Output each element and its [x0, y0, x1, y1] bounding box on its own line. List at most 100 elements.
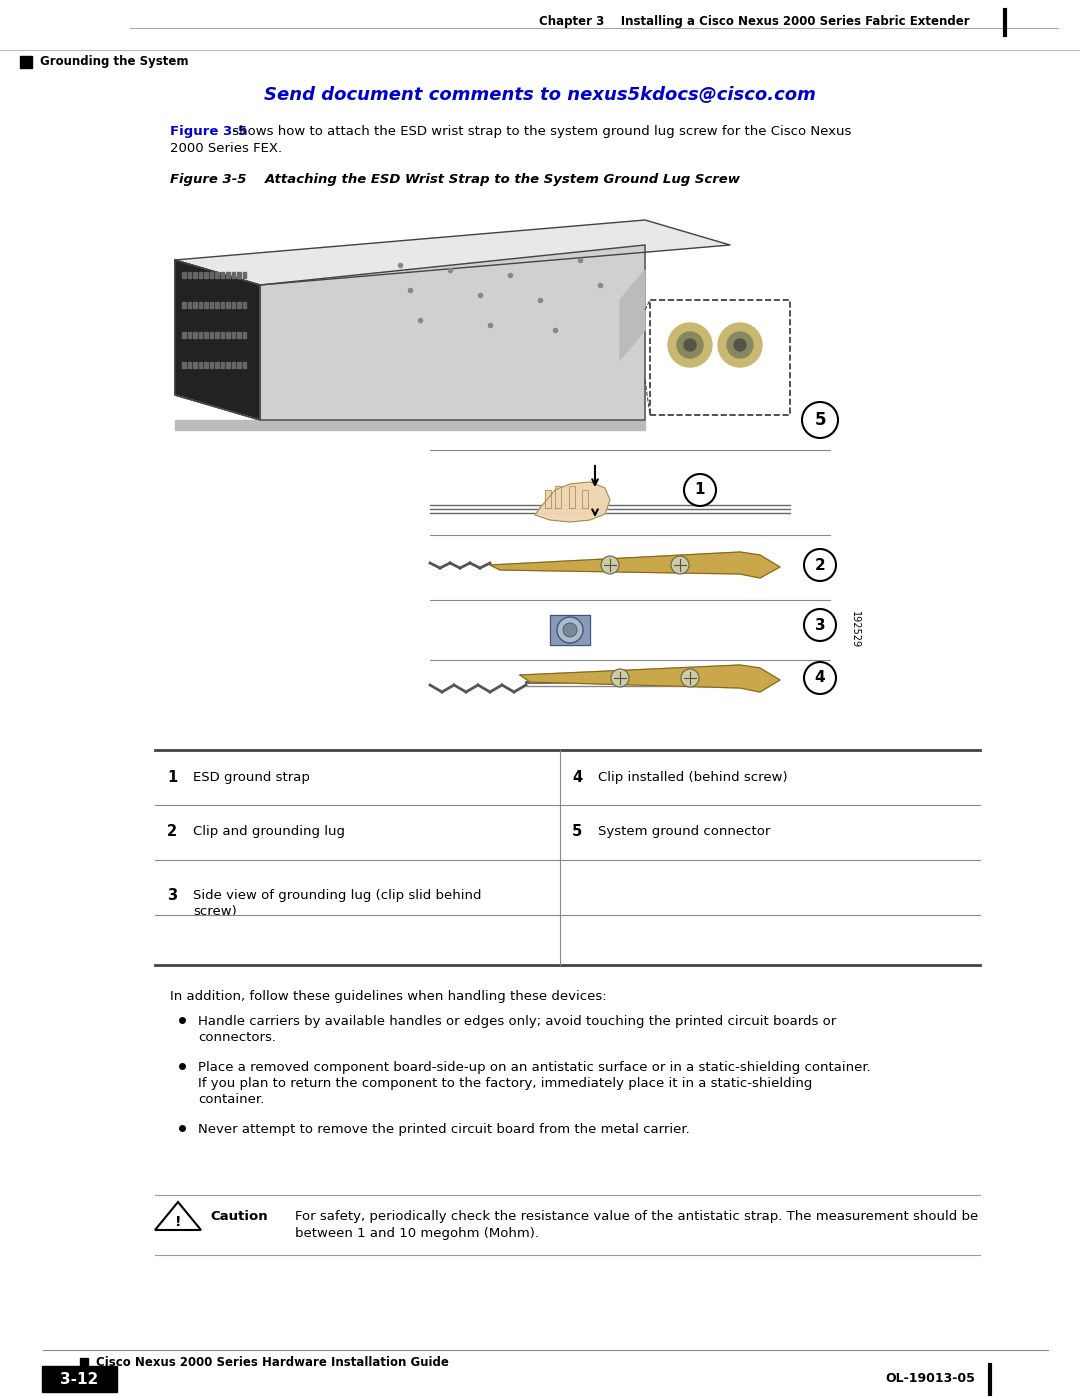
- Bar: [650, 300, 789, 415]
- Text: If you plan to return the component to the factory, immediately place it in a st: If you plan to return the component to t…: [198, 1077, 812, 1090]
- Circle shape: [804, 549, 836, 581]
- Bar: [199, 272, 202, 278]
- Text: 2000 Series FEX.: 2000 Series FEX.: [170, 141, 282, 155]
- Text: 1: 1: [167, 770, 177, 785]
- Circle shape: [681, 669, 699, 687]
- Text: Cisco Nexus 2000 Series Hardware Installation Guide: Cisco Nexus 2000 Series Hardware Install…: [96, 1355, 449, 1369]
- Circle shape: [684, 474, 716, 506]
- Bar: [243, 302, 246, 307]
- Bar: [210, 272, 213, 278]
- Text: 192529: 192529: [850, 612, 860, 648]
- Polygon shape: [545, 490, 551, 509]
- Circle shape: [611, 669, 629, 687]
- Bar: [193, 302, 197, 307]
- Bar: [188, 362, 191, 367]
- Text: 2: 2: [814, 557, 825, 573]
- Text: Place a removed component board-side-up on an antistatic surface or in a static-: Place a removed component board-side-up …: [198, 1060, 870, 1074]
- Bar: [199, 302, 202, 307]
- Text: 4: 4: [572, 770, 582, 785]
- Bar: [215, 272, 218, 278]
- Circle shape: [802, 402, 838, 439]
- Circle shape: [804, 662, 836, 694]
- Bar: [204, 332, 207, 338]
- Text: 3-12: 3-12: [59, 1372, 98, 1386]
- Circle shape: [718, 323, 762, 367]
- Bar: [193, 272, 197, 278]
- Bar: [183, 302, 186, 307]
- Text: ESD ground strap: ESD ground strap: [193, 771, 310, 784]
- Text: 2: 2: [167, 824, 177, 840]
- Bar: [199, 362, 202, 367]
- Text: OL-19013-05: OL-19013-05: [886, 1372, 975, 1386]
- Bar: [243, 362, 246, 367]
- Bar: [231, 272, 235, 278]
- Bar: [231, 362, 235, 367]
- Text: Caution: Caution: [210, 1210, 268, 1222]
- Bar: [215, 332, 218, 338]
- Bar: [188, 302, 191, 307]
- Bar: [183, 272, 186, 278]
- Polygon shape: [156, 1201, 201, 1229]
- Bar: [204, 302, 207, 307]
- Text: Attaching the ESD Wrist Strap to the System Ground Lug Screw: Attaching the ESD Wrist Strap to the Sys…: [228, 173, 740, 187]
- Text: 3: 3: [167, 887, 177, 902]
- Circle shape: [671, 556, 689, 574]
- Text: 1: 1: [694, 482, 705, 497]
- Bar: [215, 302, 218, 307]
- Bar: [226, 302, 229, 307]
- Bar: [204, 272, 207, 278]
- Bar: [193, 332, 197, 338]
- Polygon shape: [620, 270, 645, 360]
- Polygon shape: [175, 395, 260, 420]
- Circle shape: [804, 609, 836, 641]
- Circle shape: [677, 332, 703, 358]
- Bar: [226, 362, 229, 367]
- Bar: [210, 362, 213, 367]
- Text: System ground connector: System ground connector: [598, 826, 770, 838]
- Polygon shape: [260, 244, 645, 420]
- Bar: [199, 332, 202, 338]
- Text: Clip installed (behind screw): Clip installed (behind screw): [598, 771, 787, 784]
- Polygon shape: [569, 486, 575, 509]
- Text: 4: 4: [814, 671, 825, 686]
- Polygon shape: [519, 665, 780, 692]
- Polygon shape: [555, 486, 561, 509]
- Text: 5: 5: [814, 411, 826, 429]
- Text: Handle carriers by available handles or edges only; avoid touching the printed c: Handle carriers by available handles or …: [198, 1016, 836, 1028]
- Bar: [204, 362, 207, 367]
- Text: Figure 3-5: Figure 3-5: [170, 126, 247, 138]
- Polygon shape: [550, 615, 590, 645]
- Bar: [237, 302, 241, 307]
- Polygon shape: [175, 219, 730, 285]
- Bar: [80, 1358, 87, 1366]
- Polygon shape: [175, 420, 645, 430]
- Bar: [243, 332, 246, 338]
- Text: In addition, follow these guidelines when handling these devices:: In addition, follow these guidelines whe…: [170, 990, 607, 1003]
- Bar: [237, 362, 241, 367]
- Bar: [220, 272, 224, 278]
- Bar: [210, 332, 213, 338]
- Bar: [42, 1366, 117, 1391]
- Circle shape: [727, 332, 753, 358]
- Bar: [183, 362, 186, 367]
- Circle shape: [600, 556, 619, 574]
- Text: Send document comments to nexus5kdocs@cisco.com: Send document comments to nexus5kdocs@ci…: [265, 87, 815, 103]
- Text: Figure 3-5: Figure 3-5: [170, 173, 246, 187]
- Bar: [188, 272, 191, 278]
- Bar: [226, 272, 229, 278]
- Text: Side view of grounding lug (clip slid behind: Side view of grounding lug (clip slid be…: [193, 888, 482, 901]
- Bar: [188, 332, 191, 338]
- Circle shape: [563, 623, 577, 637]
- Bar: [231, 332, 235, 338]
- Bar: [220, 332, 224, 338]
- Circle shape: [684, 339, 696, 351]
- Text: !: !: [175, 1215, 181, 1229]
- Text: 5: 5: [572, 824, 582, 840]
- Bar: [220, 362, 224, 367]
- Bar: [210, 302, 213, 307]
- Polygon shape: [175, 260, 260, 420]
- Text: Chapter 3    Installing a Cisco Nexus 2000 Series Fabric Extender: Chapter 3 Installing a Cisco Nexus 2000 …: [539, 15, 970, 28]
- Bar: [21, 56, 32, 68]
- Bar: [243, 272, 246, 278]
- Bar: [231, 302, 235, 307]
